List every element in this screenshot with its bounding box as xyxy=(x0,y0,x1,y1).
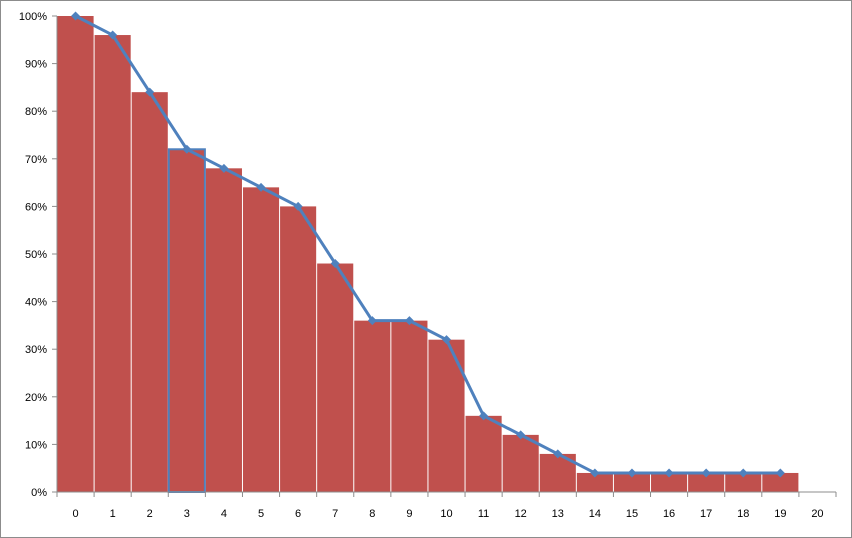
x-tick-label: 5 xyxy=(258,508,264,520)
line-point-1 xyxy=(108,30,118,40)
bar-8 xyxy=(354,320,391,492)
y-tick-label: 50% xyxy=(25,249,47,261)
line-point-5 xyxy=(256,182,266,192)
x-tick-label: 9 xyxy=(406,508,412,520)
line-point-13 xyxy=(553,449,563,459)
bar-2 xyxy=(131,92,168,492)
line-point-2 xyxy=(145,87,155,97)
x-tick-label: 18 xyxy=(737,508,749,520)
bar-9 xyxy=(391,320,428,492)
x-tick-label: 3 xyxy=(184,508,190,520)
line-point-16 xyxy=(664,468,674,478)
x-tick-label: 16 xyxy=(663,508,675,520)
tick-labels-group: 0%10%20%30%40%50%60%70%80%90%100%0 1 2 3 4 5 6… xyxy=(19,11,824,520)
x-tick-label: 2 xyxy=(147,508,153,520)
line-point-14 xyxy=(590,468,600,478)
bar-5 xyxy=(242,187,280,493)
x-tick-label: 13 xyxy=(552,508,564,520)
x-tick-label: 7 xyxy=(332,508,338,520)
x-tick-label: 8 xyxy=(369,508,375,520)
x-tick-label: 11 xyxy=(478,508,489,520)
bar-17 xyxy=(688,472,725,492)
x-tick-label: 0 xyxy=(72,508,78,520)
x-tick-label: 10 xyxy=(440,508,452,520)
y-tick-label: 40% xyxy=(25,297,47,309)
bar-15 xyxy=(613,472,651,492)
line-series-group xyxy=(71,11,785,478)
y-tick-label: 100% xyxy=(19,11,47,23)
line-point-6 xyxy=(293,201,303,211)
bar-0 xyxy=(57,16,94,492)
x-tick-label: 17 xyxy=(700,508,712,520)
x-tick-label: 14 xyxy=(589,508,601,520)
bar-4 xyxy=(205,168,242,492)
line-point-3 xyxy=(182,144,192,154)
line-point-7 xyxy=(330,259,340,269)
y-tick-label: 30% xyxy=(25,344,47,356)
bar-14 xyxy=(576,472,613,492)
line-point-18 xyxy=(738,468,748,478)
line-point-15 xyxy=(627,468,637,478)
line-point-17 xyxy=(701,468,711,478)
x-tick-label: 6 xyxy=(295,508,301,520)
x-tick-label: 20 xyxy=(811,508,823,520)
line-point-19 xyxy=(775,468,785,478)
line-point-8 xyxy=(367,316,377,326)
bar-11 xyxy=(465,415,502,492)
line-point-10 xyxy=(442,335,451,345)
y-tick-label: 90% xyxy=(25,59,47,71)
bar-12 xyxy=(502,434,539,492)
line-point-0 xyxy=(71,11,81,21)
y-tick-label: 60% xyxy=(25,201,47,213)
y-tick-label: 10% xyxy=(25,439,47,451)
x-tick-label: 12 xyxy=(515,508,527,520)
x-tick-label: 19 xyxy=(774,508,786,520)
x-tick-label: 4 xyxy=(221,508,227,520)
y-tick-label: 80% xyxy=(25,106,47,118)
x-tick-label: 15 xyxy=(626,508,638,520)
line-point-4 xyxy=(219,163,229,173)
line-point-11 xyxy=(479,411,489,421)
x-tick-label: 1 xyxy=(110,508,116,520)
bar-18 xyxy=(725,472,762,492)
axes-group xyxy=(52,15,837,497)
bar-19 xyxy=(762,472,799,492)
bar-7 xyxy=(317,263,354,492)
bar-1 xyxy=(94,35,131,492)
y-tick-label: 0% xyxy=(31,487,47,499)
line-point-12 xyxy=(516,430,526,440)
bars-group xyxy=(57,16,799,493)
line-series xyxy=(74,14,781,475)
bar-3 xyxy=(167,148,206,493)
line-point-9 xyxy=(404,316,414,326)
bar-16 xyxy=(651,472,688,492)
bar-6 xyxy=(280,206,317,492)
y-tick-label: 20% xyxy=(25,392,47,404)
y-tick-label: 70% xyxy=(25,154,47,166)
